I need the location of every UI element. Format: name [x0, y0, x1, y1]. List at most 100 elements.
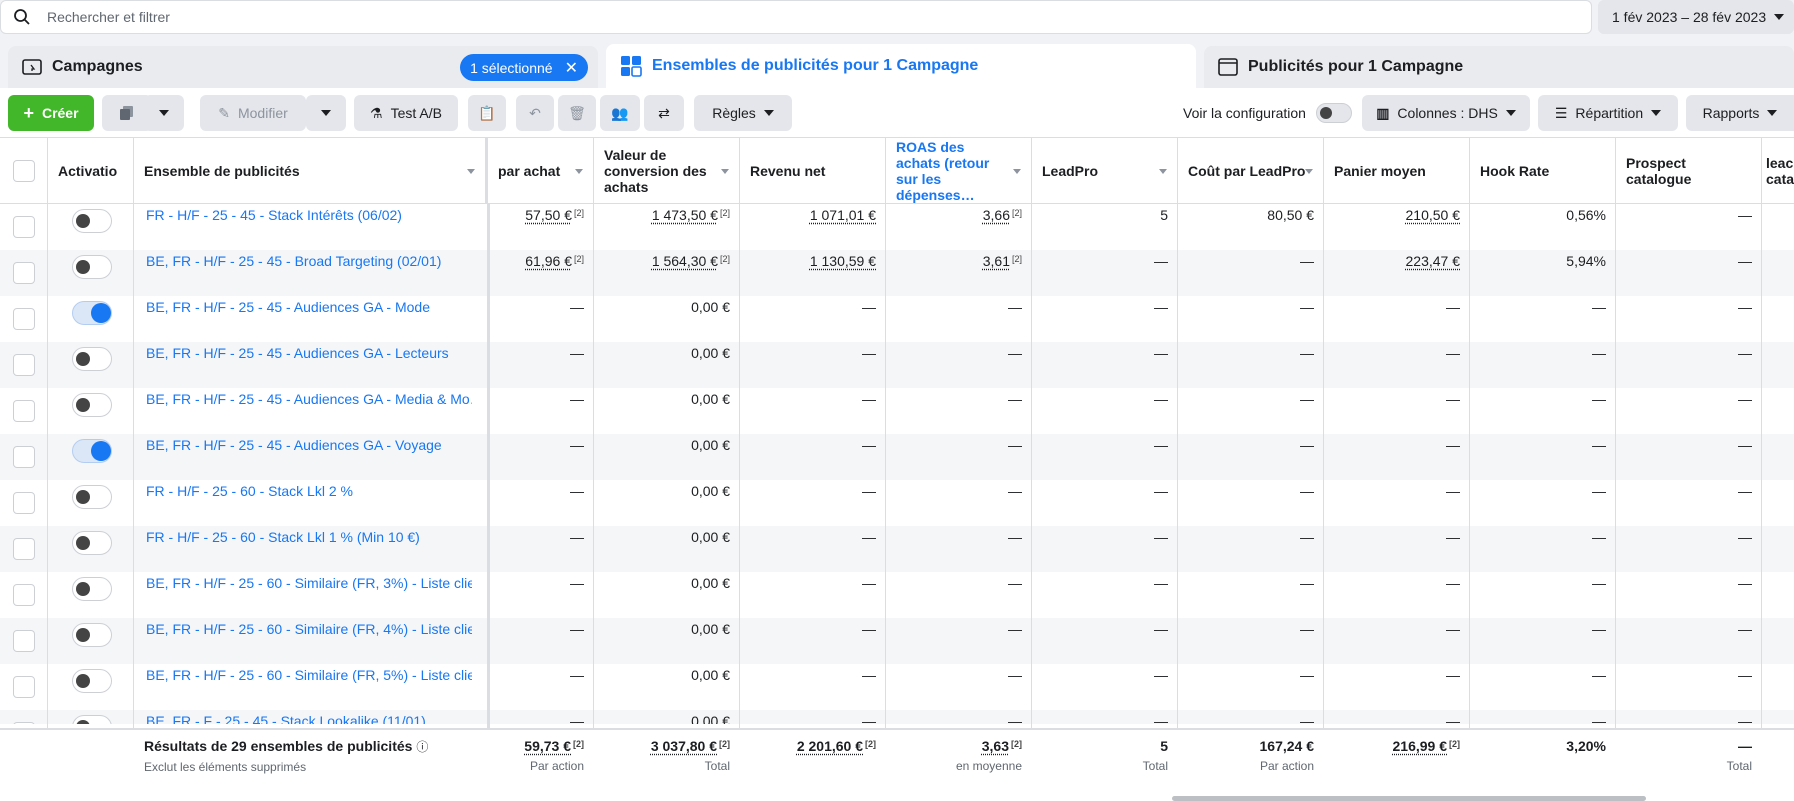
- cell-hook-value: —: [1592, 345, 1606, 361]
- table-row[interactable]: BE, FR - H/F - 25 - 60 - Similaire (FR, …: [0, 664, 1794, 710]
- col-hook-rate[interactable]: Hook Rate: [1470, 138, 1616, 204]
- delete-button[interactable]: 🗑: [558, 95, 596, 131]
- reports-button[interactable]: Rapports: [1686, 95, 1794, 131]
- cell-cpa-value: —: [570, 391, 584, 407]
- create-button[interactable]: + Créer: [8, 95, 94, 131]
- cell-net: —: [740, 342, 886, 388]
- row-checkbox[interactable]: [13, 630, 35, 652]
- row-checkbox[interactable]: [13, 400, 35, 422]
- table-row[interactable]: BE, FR - H/F - 25 - 45 - Audiences GA - …: [0, 388, 1794, 434]
- activation-toggle[interactable]: [72, 485, 112, 509]
- table-row[interactable]: BE, FR - H/F - 25 - 45 - Audiences GA - …: [0, 434, 1794, 480]
- search-input[interactable]: [47, 9, 1447, 25]
- activation-toggle[interactable]: [72, 255, 112, 279]
- table-row[interactable]: BE, FR - F - 25 - 45 - Stack Lookalike (…: [0, 710, 1794, 724]
- col-cost-leadpro[interactable]: Coût par LeadPro: [1178, 138, 1324, 204]
- view-config-toggle[interactable]: [1315, 103, 1352, 123]
- ab-test-button[interactable]: ⚗ Test A/B: [354, 95, 458, 131]
- footer-net-revenue: 2 201,60 € [2]: [740, 730, 886, 796]
- cell-cart-value: 210,50 €: [1405, 207, 1461, 223]
- adset-name-link[interactable]: BE, FR - H/F - 25 - 60 - Similaire (FR, …: [146, 575, 472, 591]
- row-checkbox[interactable]: [13, 262, 35, 284]
- edit-dropdown[interactable]: [306, 95, 346, 131]
- adset-name-link[interactable]: BE, FR - F - 25 - 45 - Stack Lookalike (…: [146, 713, 426, 724]
- activation-toggle[interactable]: [72, 439, 112, 463]
- col-adset[interactable]: Ensemble de publicités: [134, 138, 488, 204]
- activation-toggle[interactable]: [72, 301, 112, 325]
- undo-button[interactable]: ↶: [516, 95, 554, 131]
- adset-name-link[interactable]: BE, FR - H/F - 25 - 60 - Similaire (FR, …: [146, 667, 472, 683]
- table-row[interactable]: BE, FR - H/F - 25 - 45 - Broad Targeting…: [0, 250, 1794, 296]
- chevron-down-icon: [1651, 110, 1662, 116]
- search-bar[interactable]: [0, 0, 1592, 34]
- activation-toggle[interactable]: [72, 393, 112, 417]
- table-row[interactable]: FR - H/F - 25 - 60 - Stack Lkl 2 % — 0,00 …: [0, 480, 1794, 526]
- duplicate-dropdown[interactable]: [144, 95, 184, 131]
- adset-name-link[interactable]: FR - H/F - 25 - 45 - Stack Intérêts (06/…: [146, 207, 402, 223]
- footer-cart-sup: [2]: [1449, 739, 1460, 749]
- footer-costlead-value: 167,24 €: [1259, 738, 1315, 754]
- adset-name-link[interactable]: BE, FR - H/F - 25 - 45 - Audiences GA - …: [146, 345, 449, 361]
- info-icon[interactable]: ⓘ: [416, 740, 429, 754]
- clipboard-button[interactable]: 📋: [468, 95, 506, 131]
- date-range-picker[interactable]: 1 fév 2023 – 28 fév 2023: [1598, 0, 1794, 34]
- row-checkbox[interactable]: [13, 308, 35, 330]
- col-activation[interactable]: Activatio: [48, 138, 134, 204]
- table-row[interactable]: FR - H/F - 25 - 60 - Stack Lkl 1 % (Min …: [0, 526, 1794, 572]
- col-net-revenue[interactable]: Revenu net: [740, 138, 886, 204]
- cell-net: —: [740, 480, 886, 526]
- selected-badge[interactable]: 1 sélectionné ✕: [460, 54, 588, 81]
- tab-ads[interactable]: Publicités pour 1 Campagne: [1204, 46, 1794, 88]
- col-leadpro[interactable]: LeadPro: [1032, 138, 1178, 204]
- adset-name-link[interactable]: BE, FR - H/F - 25 - 45 - Audiences GA - …: [146, 391, 472, 407]
- activation-toggle[interactable]: [72, 347, 112, 371]
- cell-conv: 0,00 €: [594, 572, 740, 618]
- breakdown-button[interactable]: ☰ Répartition: [1538, 95, 1678, 131]
- col-conv-value[interactable]: Valeur de conversion des achats: [594, 138, 740, 204]
- tab-campaigns[interactable]: Campagnes 1 sélectionné ✕: [8, 46, 598, 88]
- row-checkbox[interactable]: [13, 538, 35, 560]
- toolbar: + Créer ✎ Modifier ⚗ Test A/B 📋 ↶ 🗑 👥 ⇄ …: [0, 88, 1794, 138]
- col-cost-per-purchase[interactable]: par achat: [488, 138, 594, 204]
- row-checkbox[interactable]: [13, 216, 35, 238]
- rules-button[interactable]: Règles: [694, 95, 792, 131]
- table-row[interactable]: BE, FR - H/F - 25 - 60 - Similaire (FR, …: [0, 618, 1794, 664]
- edit-button[interactable]: ✎ Modifier: [200, 95, 306, 131]
- col-avg-cart[interactable]: Panier moyen: [1324, 138, 1470, 204]
- row-checkbox[interactable]: [13, 492, 35, 514]
- close-icon[interactable]: ✕: [564, 59, 578, 77]
- view-config: Voir la configuration: [1183, 103, 1352, 123]
- row-checkbox[interactable]: [13, 354, 35, 376]
- col-roas[interactable]: ROAS des achats (retour sur les dépenses…: [886, 138, 1032, 204]
- col-prospect[interactable]: Prospect catalogue: [1616, 138, 1762, 204]
- row-checkbox[interactable]: [13, 722, 35, 724]
- activation-toggle[interactable]: [72, 531, 112, 555]
- tab-adsets[interactable]: Ensembles de publicités pour 1 Campagne: [606, 44, 1196, 88]
- table-row[interactable]: FR - H/F - 25 - 45 - Stack Intérêts (06/…: [0, 204, 1794, 250]
- activation-toggle[interactable]: [72, 669, 112, 693]
- row-checkbox[interactable]: [13, 584, 35, 606]
- table-row[interactable]: BE, FR - H/F - 25 - 45 - Audiences GA - …: [0, 342, 1794, 388]
- adset-name-link[interactable]: FR - H/F - 25 - 60 - Stack Lkl 1 % (Min …: [146, 529, 420, 545]
- activation-toggle[interactable]: [72, 623, 112, 647]
- adset-name-link[interactable]: FR - H/F - 25 - 60 - Stack Lkl 2 %: [146, 483, 353, 499]
- table-row[interactable]: BE, FR - H/F - 25 - 45 - Audiences GA - …: [0, 296, 1794, 342]
- export-button[interactable]: ⇄: [644, 95, 684, 131]
- row-checkbox[interactable]: [13, 446, 35, 468]
- duplicate-button[interactable]: [102, 95, 152, 131]
- columns-button[interactable]: ▥ Colonnes : DHS: [1362, 95, 1530, 131]
- adset-name-link[interactable]: BE, FR - H/F - 25 - 45 - Audiences GA - …: [146, 437, 442, 453]
- cell-prospect-value: —: [1738, 437, 1752, 453]
- row-checkbox[interactable]: [13, 676, 35, 698]
- activation-toggle[interactable]: [72, 209, 112, 233]
- adset-name-link[interactable]: BE, FR - H/F - 25 - 45 - Broad Targeting…: [146, 253, 442, 269]
- horizontal-scrollbar[interactable]: [1172, 796, 1646, 801]
- table-row[interactable]: BE, FR - H/F - 25 - 60 - Similaire (FR, …: [0, 572, 1794, 618]
- select-all-checkbox[interactable]: [13, 160, 35, 182]
- audience-button[interactable]: 👥: [600, 95, 640, 131]
- adset-name-link[interactable]: BE, FR - H/F - 25 - 45 - Audiences GA - …: [146, 299, 430, 315]
- adset-name-link[interactable]: BE, FR - H/F - 25 - 60 - Similaire (FR, …: [146, 621, 472, 637]
- col-lead-catalogue[interactable]: leac cata: [1762, 138, 1794, 204]
- activation-toggle[interactable]: [72, 577, 112, 601]
- activation-toggle[interactable]: [72, 715, 112, 724]
